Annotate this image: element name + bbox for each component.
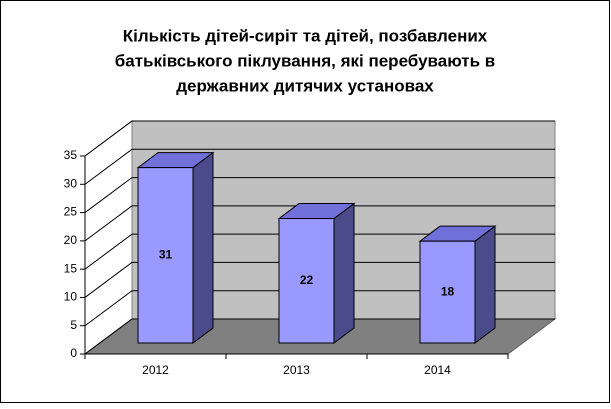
grid-line	[84, 120, 555, 157]
grid-line	[84, 177, 555, 213]
x-tick-label: 2013	[283, 363, 310, 377]
chart-title: державних дитячих установах	[176, 76, 434, 95]
bar	[419, 240, 476, 344]
grid-line	[84, 205, 555, 242]
bar	[278, 218, 335, 344]
y-tick-label: 20	[64, 233, 78, 247]
y-tick-label: 25	[64, 205, 78, 219]
grid-line	[84, 261, 555, 298]
y-tick-label: 15	[64, 261, 78, 275]
data-label: 22	[300, 273, 314, 287]
grid-line	[84, 290, 555, 327]
bar-side	[474, 225, 496, 344]
grid-line	[84, 233, 555, 270]
bar	[137, 167, 194, 344]
y-tick-label: 5	[70, 318, 77, 332]
x-tick-label: 2012	[142, 363, 169, 377]
y-tick-label: 0	[70, 346, 77, 360]
x-tick-label: 2014	[424, 363, 451, 377]
chart-title: батьківського піклування, які перебувают…	[115, 51, 496, 70]
bar-side	[192, 151, 214, 344]
data-label: 18	[441, 284, 455, 298]
y-tick-label: 10	[64, 290, 78, 304]
chart-title: Кількість дітей-сиріт та дітей, позбавле…	[123, 26, 488, 45]
y-tick-label: 30	[64, 176, 78, 190]
bar-side	[333, 202, 355, 344]
data-label: 31	[159, 247, 173, 261]
side-wall	[84, 120, 133, 355]
y-tick-label: 35	[64, 148, 78, 162]
grid-line	[84, 318, 555, 355]
grid-line	[84, 148, 555, 185]
